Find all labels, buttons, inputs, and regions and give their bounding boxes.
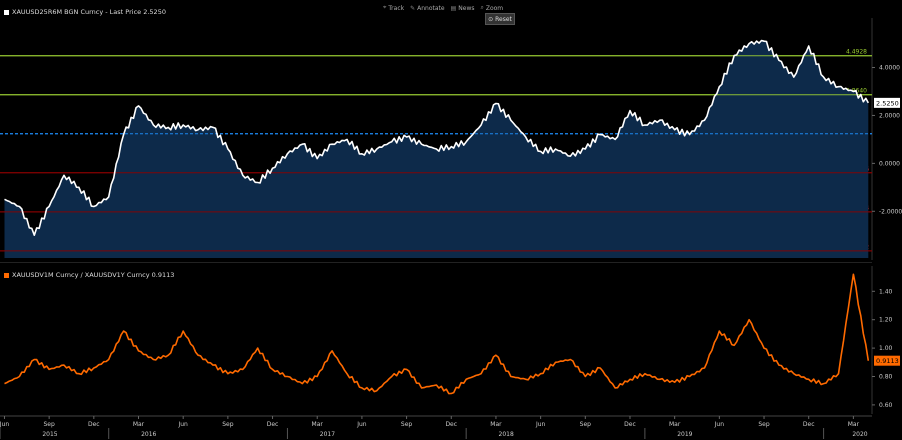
y-tick-label: 1.00 <box>879 345 893 352</box>
last-value-label: 0.9113 <box>876 357 899 365</box>
y-tick-label: 0.0000 <box>879 160 900 167</box>
legend-swatch-icon <box>4 9 9 15</box>
y-tick-label: 1.40 <box>879 288 893 295</box>
y-tick-label: 0.60 <box>879 402 893 409</box>
y-tick-label: 4.0000 <box>879 65 900 72</box>
year-label: 2020 <box>852 431 867 438</box>
x-tick-label: Mar <box>490 421 502 428</box>
news-icon: ▤ <box>450 4 457 12</box>
x-tick-label: Sep <box>222 421 234 428</box>
news-button[interactable]: ▤ News <box>450 4 475 12</box>
track-button[interactable]: ⌖ Track <box>383 4 405 12</box>
x-tick-label: Sep <box>401 421 413 428</box>
zoom-button[interactable]: ⌕ Zoom <box>480 4 504 12</box>
x-tick-label: Dec <box>267 421 279 428</box>
x-tick-label: Sep <box>758 421 770 428</box>
x-tick-label: Dec <box>88 421 100 428</box>
x-tick-label: Mar <box>133 421 145 428</box>
annotate-button[interactable]: ✎ Annotate <box>410 4 445 12</box>
annotate-icon: ✎ <box>410 4 416 12</box>
x-tick-label: Mar <box>848 421 860 428</box>
y-tick-label: -2.0000 <box>879 208 902 215</box>
panel-divider[interactable] <box>0 262 872 263</box>
x-tick-label: Jun <box>714 421 725 428</box>
x-tick-label: Jun <box>177 421 188 428</box>
x-tick-label: Jun <box>356 421 367 428</box>
reset-button[interactable]: ⊙ Reset <box>485 13 515 25</box>
reset-icon: ⊙ <box>488 15 494 23</box>
x-tick-label: Dec <box>803 421 815 428</box>
x-tick-label: Jun <box>0 421 9 428</box>
year-label: 2018 <box>499 431 514 438</box>
x-tick-label: Dec <box>445 421 457 428</box>
x-tick-label: Mar <box>669 421 681 428</box>
lower-legend[interactable]: XAUUSDV1M Curncy / XAUUSDV1Y Curncy 0.91… <box>4 271 174 279</box>
x-tick-label: Sep <box>43 421 55 428</box>
year-label: 2016 <box>141 431 156 438</box>
track-icon: ⌖ <box>383 4 387 11</box>
x-tick-label: Dec <box>624 421 636 428</box>
y-tick-label: 2.0000 <box>879 112 900 119</box>
series-line[interactable] <box>4 39 870 236</box>
year-label: 2019 <box>677 431 692 438</box>
last-value-tag <box>874 97 900 108</box>
series-line[interactable] <box>4 273 870 395</box>
x-axis: Jun Sep Dec Mar Jun Sep Dec Mar Jun Sep Dec Mar Jun S… <box>0 415 872 439</box>
x-tick-label: Jun <box>535 421 546 428</box>
upper-panel: 4.49282.86401.2352-0.3936-2.0224-3.65124… <box>0 18 902 260</box>
y-tick-label: 0.80 <box>879 374 893 381</box>
zoom-icon: ⌕ <box>480 4 484 11</box>
legend-swatch-icon <box>4 272 9 278</box>
last-value-label: 2.5250 <box>876 99 899 107</box>
x-tick-label: Sep <box>580 421 592 428</box>
y-tick-label: 1.20 <box>879 317 893 324</box>
x-tick-label: Mar <box>312 421 324 428</box>
chart-toolbar: ⌖ Track ✎ Annotate ▤ News ⌕ Zoom <box>383 3 503 13</box>
year-label: 2017 <box>320 431 335 438</box>
year-label: 2015 <box>42 431 57 438</box>
band-label: 4.4928 <box>846 49 867 56</box>
lower-panel: 1.40 1.20 1.00 0.80 0.60 0.9113 <box>4 266 900 414</box>
upper-legend[interactable]: XAUUSD25R6M BGN Curncy - Last Price 2.52… <box>4 8 166 16</box>
last-value-tag <box>874 355 900 366</box>
